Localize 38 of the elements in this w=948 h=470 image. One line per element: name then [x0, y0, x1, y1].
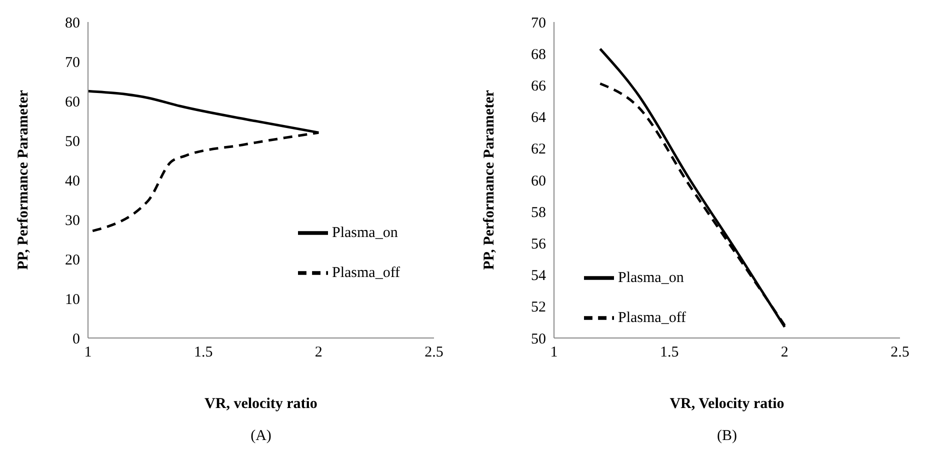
y-tick-label: 50	[531, 331, 546, 348]
y-tick-label: 10	[65, 292, 80, 308]
x-tick-label: 1	[84, 344, 92, 361]
y-tick-label: 68	[531, 46, 546, 63]
y-tick-label: 80	[65, 15, 80, 32]
y-tick-label: 30	[65, 212, 80, 229]
y-tick-label: 40	[65, 173, 80, 190]
legend-label: Plasma_off	[618, 310, 686, 326]
x-tick-label: 2.5	[890, 344, 910, 361]
y-tick-label: 64	[531, 110, 546, 126]
y-tick-label: 0	[72, 331, 80, 348]
x-axis-title: VR, Velocity ratio	[670, 396, 784, 412]
x-tick-label: 1	[550, 344, 558, 361]
y-tick-label: 62	[531, 142, 546, 158]
legend-label: Plasma_on	[618, 270, 684, 286]
y-tick-label: 54	[531, 268, 546, 284]
x-axis-title: VR, velocity ratio	[204, 396, 318, 412]
y-tick-label: 70	[531, 15, 546, 32]
y-axis-title: PP, Performance Parameter	[15, 90, 32, 270]
text: (B)	[716, 428, 738, 445]
legend-label: Plasma_off	[332, 265, 400, 281]
x-tick-label: 1.5	[194, 344, 213, 361]
y-tick-label: 52	[531, 300, 546, 316]
x-tick-label: 2	[314, 344, 322, 361]
y-tick-label: 60	[65, 94, 80, 110]
y-axis-title: PP, Performance Parameter	[481, 90, 498, 270]
text: (A)	[250, 428, 272, 445]
x-tick-label: 1.5	[660, 344, 679, 361]
y-tick-label: 58	[531, 204, 546, 221]
y-tick-label: 70	[65, 54, 80, 71]
y-tick-label: 66	[531, 78, 546, 95]
legend-label: Plasma_on	[332, 225, 398, 241]
y-tick-label: 50	[65, 134, 80, 150]
y-tick-label: 60	[531, 173, 546, 190]
x-tick-label: 2	[780, 344, 788, 361]
y-tick-label: 20	[65, 252, 80, 268]
x-tick-label: 2.5	[424, 344, 444, 361]
y-tick-label: 56	[531, 236, 546, 253]
